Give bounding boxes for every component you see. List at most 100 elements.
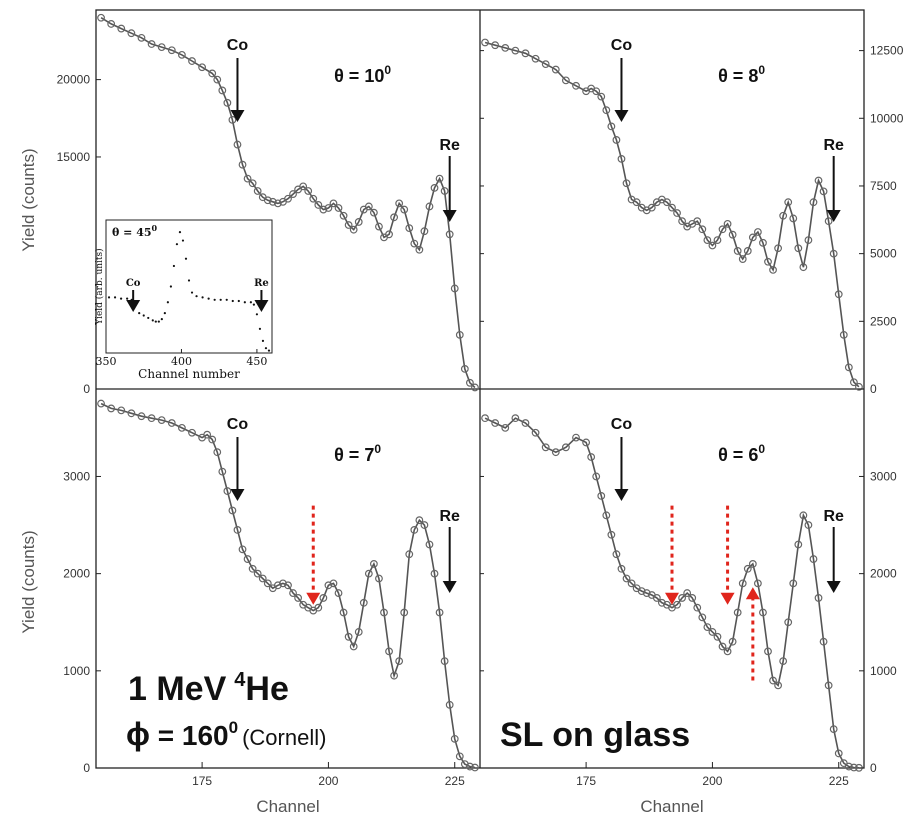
- x-tick-label: 175: [192, 774, 212, 788]
- data-point: [268, 197, 277, 206]
- data-point: [541, 443, 550, 452]
- inset-data-point: [252, 303, 255, 306]
- beam-energy-note: 1 MeV 4He: [128, 669, 289, 708]
- inset-data-point: [172, 264, 176, 268]
- inset-data-point: [187, 279, 191, 282]
- data-point: [107, 404, 116, 413]
- data-point: [344, 632, 353, 641]
- data-point: [622, 179, 631, 188]
- theta-label: θ = 80: [718, 63, 765, 86]
- inset-data-point: [225, 298, 228, 301]
- fit-curve: [100, 402, 476, 769]
- data-point: [693, 217, 702, 226]
- data-point: [819, 637, 828, 646]
- data-point: [844, 363, 853, 372]
- data-point: [769, 676, 777, 685]
- y-tick-label: 3000: [870, 469, 897, 483]
- data-point: [198, 63, 207, 72]
- data-point: [804, 236, 813, 245]
- data-point: [582, 438, 591, 447]
- data-point: [759, 608, 767, 617]
- data-point: [258, 574, 267, 583]
- fit-curve: [484, 41, 860, 388]
- data-point: [415, 516, 424, 525]
- data-point: [541, 60, 550, 69]
- data-point: [481, 38, 489, 47]
- data-point: [551, 448, 560, 457]
- data-point: [748, 560, 757, 568]
- inset-re-arrow-head: [254, 300, 269, 312]
- data-point: [642, 589, 651, 597]
- data-point: [698, 225, 707, 234]
- inset-data-point: [157, 320, 160, 323]
- x-axis-title-left: Channel: [256, 797, 319, 816]
- data-point: [425, 202, 434, 211]
- theta-degree-superscript: 0: [374, 442, 381, 456]
- data-point: [465, 762, 474, 771]
- x-tick-label: 225: [445, 774, 465, 788]
- data-point: [253, 569, 262, 578]
- data-point: [794, 244, 803, 253]
- data-point: [698, 613, 707, 622]
- data-point: [420, 521, 429, 529]
- data-point: [273, 581, 282, 590]
- data-point: [167, 419, 176, 427]
- inset-data-point: [231, 299, 234, 303]
- data-point: [481, 414, 489, 423]
- data-point: [673, 209, 681, 217]
- re-arrow-head: [826, 210, 841, 222]
- data-point: [551, 65, 560, 74]
- data-point: [324, 204, 333, 212]
- data-point: [748, 233, 757, 242]
- data-point: [784, 618, 793, 627]
- data-point: [385, 230, 393, 239]
- data-point: [683, 589, 692, 597]
- data-point: [491, 41, 500, 50]
- data-point: [617, 154, 626, 163]
- data-point: [375, 222, 383, 231]
- data-point: [713, 632, 722, 641]
- inset-data-point: [261, 339, 265, 343]
- data-point: [435, 608, 444, 617]
- data-point: [693, 603, 702, 612]
- data-point: [663, 198, 671, 207]
- inset-data-point: [213, 298, 216, 301]
- dip-arrow-down-head: [665, 592, 679, 605]
- data-point: [405, 550, 414, 559]
- y-tick-label: 10000: [870, 111, 904, 125]
- re-arrow-label: Re: [439, 137, 460, 154]
- y-tick-label: 0: [870, 761, 877, 775]
- data-point: [602, 106, 611, 115]
- data-point: [263, 579, 272, 588]
- panel-top-right: 0 2500 5000 7500 10000 12500 θ = 80 Co Re: [480, 37, 904, 396]
- inset-frame: [105, 219, 273, 354]
- data-point: [647, 203, 656, 212]
- data-point: [354, 218, 363, 226]
- data-point: [733, 247, 742, 255]
- phi-symbol: ϕ: [126, 716, 150, 752]
- data-point: [743, 247, 752, 255]
- data-point: [668, 203, 676, 212]
- phi-value: = 160: [150, 720, 229, 751]
- data-point: [774, 244, 783, 253]
- data-point: [804, 521, 813, 529]
- panel-inset: 350 400 450 θ = 450 Channel number Yield (arb…: [94, 219, 273, 381]
- data-point: [678, 217, 687, 226]
- data-point: [834, 749, 843, 758]
- data-point: [450, 734, 459, 743]
- data-point: [799, 263, 808, 272]
- data-point: [248, 564, 257, 573]
- data-point: [319, 205, 328, 214]
- data-point: [127, 29, 136, 38]
- inset-co-label: Co: [126, 278, 141, 289]
- data-point: [314, 201, 323, 209]
- data-point: [627, 579, 636, 588]
- y-tick-label: 0: [83, 761, 90, 775]
- beam-isotope-superscript: 4: [234, 669, 246, 691]
- inset-data-point: [169, 285, 172, 288]
- data-point: [814, 594, 823, 602]
- phi-source-label: (Cornell): [242, 725, 326, 750]
- re-arrow-label: Re: [439, 508, 460, 525]
- x-tick-label: 200: [702, 774, 722, 788]
